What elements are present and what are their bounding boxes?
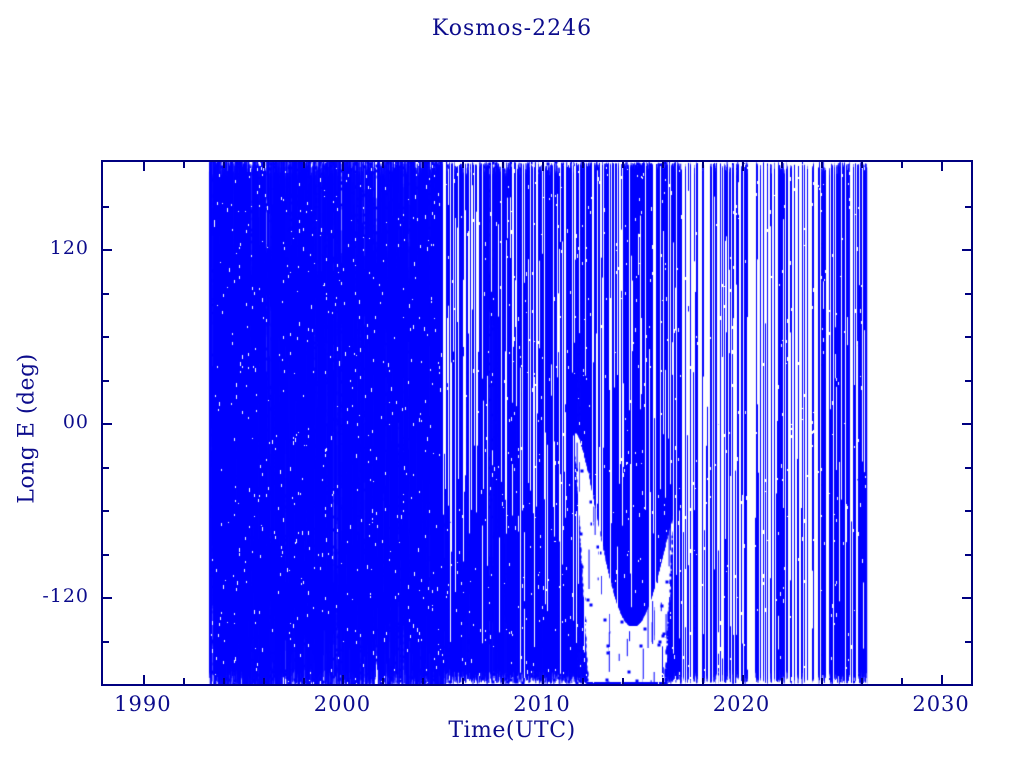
x-tick-major-top [142, 162, 145, 171]
x-tick-minor [422, 678, 425, 684]
x-tick-minor-top [262, 162, 265, 168]
x-tick-minor-top [462, 162, 465, 168]
x-tick-major-top [941, 162, 944, 171]
data-series-canvas [103, 162, 971, 684]
y-tick-major-right [962, 249, 971, 251]
x-tick-minor-top [661, 162, 664, 168]
x-tick-label: 1990 [114, 692, 172, 716]
y-tick-minor-right [965, 553, 971, 556]
y-tick-major [103, 249, 112, 251]
y-tick-minor-right [965, 336, 971, 338]
y-axis-title: Long E (deg) [14, 353, 40, 504]
x-tick-minor-top [821, 162, 824, 168]
x-tick-minor-top [621, 162, 624, 168]
y-tick-minor [103, 336, 109, 338]
y-tick-major [103, 597, 112, 599]
y-tick-minor-right [965, 510, 971, 512]
y-tick-minor-right [965, 466, 971, 469]
x-tick-minor [661, 678, 664, 684]
x-tick-major [941, 675, 944, 684]
x-tick-minor-top [861, 162, 864, 168]
x-tick-minor [462, 678, 465, 684]
x-tick-major-top [541, 162, 544, 171]
y-tick-major-right [962, 597, 971, 599]
x-tick-major-top [741, 162, 744, 171]
y-tick-minor-right [965, 379, 971, 382]
x-tick-minor-top [382, 162, 385, 168]
x-tick-minor [302, 678, 305, 684]
x-tick-minor-top [781, 162, 784, 168]
x-tick-major [541, 675, 544, 684]
y-tick-minor [103, 379, 109, 382]
y-tick-minor-right [965, 640, 971, 643]
x-tick-minor-top [901, 162, 904, 168]
x-tick-minor-top [502, 162, 505, 168]
x-tick-minor-top [581, 162, 584, 168]
x-tick-minor [701, 678, 704, 684]
y-tick-minor [103, 553, 109, 556]
x-tick-minor [621, 678, 624, 684]
x-tick-label: 2010 [513, 692, 571, 716]
y-tick-major-right [962, 423, 971, 425]
x-tick-minor [861, 678, 864, 684]
y-tick-minor [103, 510, 109, 512]
plot-clip [103, 162, 971, 684]
x-tick-label: 2020 [712, 692, 771, 716]
y-tick-label: -120 [42, 585, 89, 607]
x-tick-major [342, 675, 345, 684]
x-tick-minor [262, 678, 265, 684]
x-tick-minor-top [182, 162, 185, 168]
plot-area [101, 160, 973, 686]
x-tick-label: 2030 [912, 692, 970, 716]
y-tick-minor [103, 292, 109, 295]
x-tick-minor [821, 678, 824, 684]
x-tick-minor-top [701, 162, 704, 168]
x-tick-minor [382, 678, 385, 684]
x-tick-label: 2000 [313, 692, 372, 716]
x-tick-minor-top [422, 162, 425, 168]
x-tick-minor [901, 678, 904, 684]
x-tick-major [142, 675, 145, 684]
y-tick-minor-right [965, 205, 971, 208]
x-tick-major-top [342, 162, 345, 171]
y-tick-minor [103, 466, 109, 469]
y-tick-label: 120 [49, 237, 89, 259]
x-tick-minor [222, 678, 225, 684]
y-tick-minor [103, 640, 109, 643]
y-tick-minor [103, 205, 109, 208]
y-tick-label: 00 [62, 411, 89, 433]
x-tick-minor [581, 678, 584, 684]
x-tick-major [741, 675, 744, 684]
x-tick-minor [182, 678, 185, 684]
x-tick-minor-top [302, 162, 305, 168]
x-tick-minor-top [222, 162, 225, 168]
x-axis-title: Time(UTC) [448, 718, 576, 743]
chart-title: Kosmos-2246 [431, 16, 593, 41]
y-tick-major [103, 423, 112, 425]
x-tick-minor [502, 678, 505, 684]
y-tick-minor-right [965, 292, 971, 295]
x-tick-minor [781, 678, 784, 684]
